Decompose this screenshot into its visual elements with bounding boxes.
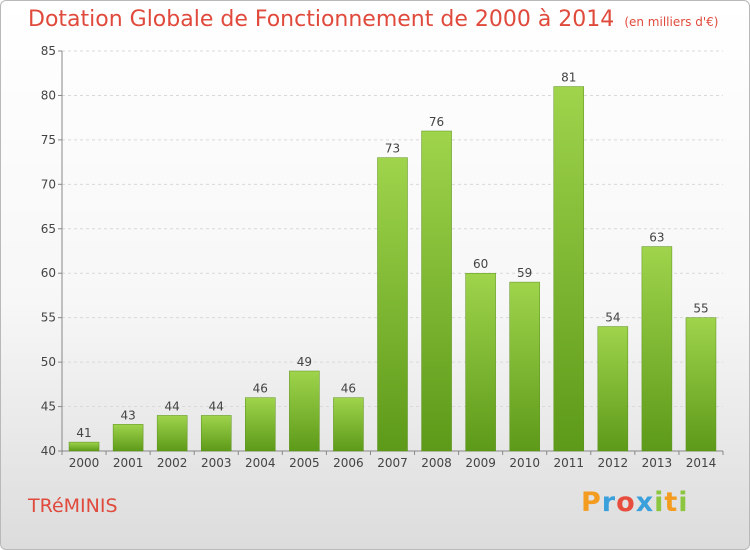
y-tick-label: 70 (41, 177, 56, 191)
axes: 40 45 50 55 60 65 70 75 80 85 2000 2001 2002 2003 2004… (41, 44, 724, 470)
x-tick-label: 2010 (509, 456, 540, 470)
commune-name: TRéMINIS (28, 495, 118, 517)
bar-value-label: 76 (429, 115, 444, 129)
x-tick-label: 2005 (289, 456, 320, 470)
bar (685, 317, 717, 452)
x-tick-label: 2012 (598, 456, 629, 470)
bar-value-label: 44 (209, 399, 224, 413)
y-tick-label: 55 (41, 311, 56, 325)
logo-letter: r (601, 487, 617, 518)
x-tick-label: 2009 (465, 456, 496, 470)
bar (289, 370, 320, 452)
bar-value-label: 73 (385, 142, 400, 156)
x-tick-label: 2013 (642, 456, 673, 470)
x-tick-label: 2008 (421, 456, 452, 470)
y-tick-label: 40 (41, 444, 56, 458)
logo-letter: t (664, 487, 679, 518)
bar-value-label: 55 (693, 302, 708, 316)
bar-value-label: 60 (473, 257, 488, 271)
bar (597, 326, 629, 452)
bar (641, 246, 673, 452)
bar (200, 415, 232, 452)
labels: 41 43 44 44 46 49 46 73 76 60 59 81 54 63 55 (76, 71, 708, 441)
logo-letter: o (616, 487, 636, 518)
bar-value-label: 46 (253, 382, 268, 396)
bar-value-label: 81 (561, 71, 576, 85)
x-tick-label: 2014 (686, 456, 717, 470)
bar-value-label: 63 (649, 231, 664, 245)
chart-unit: (en milliers d'€) (624, 15, 719, 29)
y-tick-label: 80 (41, 88, 56, 102)
bar (68, 441, 100, 452)
y-tick-label: 45 (41, 400, 56, 414)
x-tick-label: 2001 (113, 456, 144, 470)
bar (465, 272, 496, 452)
logo-letter: i (678, 487, 689, 518)
x-tick-label: 2003 (201, 456, 232, 470)
bar-value-label: 43 (120, 408, 135, 422)
y-tick-label: 75 (41, 133, 56, 147)
chart-title: Dotation Globale de Fonctionnement de 20… (28, 7, 718, 32)
bar (421, 130, 452, 452)
bar-value-label: 54 (605, 311, 620, 325)
x-tick-label: 2002 (157, 456, 188, 470)
bar-value-label: 44 (165, 399, 180, 413)
proxiti-logo: Proxiti (581, 487, 689, 518)
bar (509, 281, 540, 452)
x-tick-label: 2007 (377, 456, 408, 470)
chart-title-text: Dotation Globale de Fonctionnement de 20… (28, 7, 615, 32)
y-tick-label: 50 (41, 355, 56, 369)
bar (333, 397, 364, 452)
bar-value-label: 46 (341, 382, 356, 396)
bar (156, 415, 188, 452)
logo-letter: i (654, 487, 665, 518)
bar-value-label: 49 (297, 355, 312, 369)
y-tick-label: 65 (41, 222, 56, 236)
x-tick-label: 2004 (245, 456, 276, 470)
x-tick-label: 2006 (333, 456, 364, 470)
bars (68, 86, 717, 452)
bar (553, 86, 585, 452)
y-tick-label: 60 (41, 266, 56, 280)
logo-letter: x (635, 487, 655, 518)
bar (112, 424, 144, 452)
bar (377, 157, 408, 452)
logo-letter: P (581, 487, 602, 518)
bar-value-label: 59 (517, 266, 532, 280)
x-tick-label: 2011 (553, 456, 584, 470)
bar (245, 397, 276, 452)
y-tick-label: 85 (41, 44, 56, 58)
bar-value-label: 41 (76, 426, 91, 440)
x-tick-label: 2000 (69, 456, 100, 470)
